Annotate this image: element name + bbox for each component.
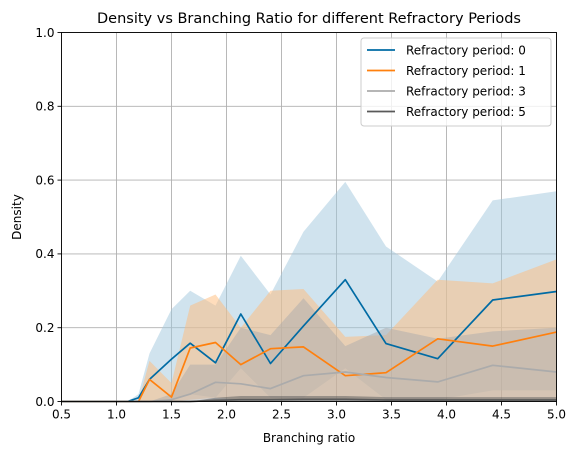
x-tick-label: 1.5 [162, 408, 181, 422]
x-axis-label: Branching ratio [263, 431, 355, 445]
x-tick-label: 1.0 [107, 408, 126, 422]
y-tick-label: 1.0 [35, 26, 54, 40]
chart-title: Density vs Branching Ratio for different… [97, 11, 521, 27]
x-axis-ticks: 0.5 1.0 1.5 2.0 2.5 3.0 3.5 4.0 4.5 5.0 [52, 401, 566, 422]
legend: Refractory period: 0 Refractory period: 1… [360, 37, 552, 127]
y-tick-label: 0.4 [35, 247, 54, 261]
line-series-0 [61, 278, 557, 403]
y-tick-label: 0.0 [35, 395, 54, 409]
legend-label: Refractory period: 1 [406, 64, 526, 78]
x-tick-label: 2.0 [217, 408, 236, 422]
x-tick-label: 3.5 [382, 408, 401, 422]
x-tick-label: 4.0 [437, 408, 456, 422]
x-tick-label: 5.0 [547, 408, 566, 422]
legend-label: Refractory period: 3 [406, 84, 526, 98]
x-tick-label: 4.5 [492, 408, 511, 422]
legend-label: Refractory period: 0 [406, 43, 526, 57]
y-tick-label: 0.8 [35, 100, 54, 114]
y-axis-label: Density [10, 194, 24, 240]
y-axis-ticks: 0.0 0.2 0.4 0.6 0.8 1.0 [35, 26, 62, 409]
legend-label: Refractory period: 5 [406, 105, 526, 119]
y-tick-label: 0.2 [35, 321, 54, 335]
x-tick-label: 0.5 [52, 408, 71, 422]
legend-box [360, 37, 552, 127]
plot-frame [61, 32, 557, 402]
x-tick-label: 2.5 [272, 408, 291, 422]
y-tick-label: 0.6 [35, 173, 54, 187]
x-tick-label: 3.0 [327, 408, 346, 422]
